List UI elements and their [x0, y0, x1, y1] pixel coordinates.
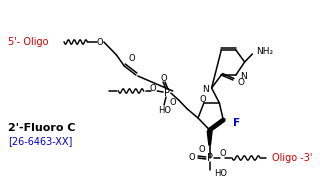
Text: N: N: [240, 71, 246, 80]
Text: P: P: [164, 88, 170, 98]
Text: [26-6463-XX]: [26-6463-XX]: [8, 136, 72, 146]
Text: O: O: [238, 78, 245, 87]
Text: O: O: [161, 73, 167, 82]
Text: F: F: [233, 118, 240, 128]
Text: 2'-Fluoro C: 2'-Fluoro C: [8, 123, 75, 133]
Text: O: O: [97, 37, 103, 46]
Text: O: O: [198, 145, 205, 154]
Text: O: O: [169, 98, 176, 107]
Text: O: O: [149, 84, 156, 93]
Text: Oligo -3': Oligo -3': [272, 153, 312, 163]
Text: HO: HO: [158, 105, 172, 114]
Text: NH₂: NH₂: [256, 46, 273, 55]
Text: O: O: [220, 150, 227, 159]
Text: N: N: [202, 84, 209, 93]
Text: HO: HO: [214, 170, 228, 179]
Text: O: O: [129, 53, 135, 62]
Text: O: O: [200, 94, 206, 103]
Text: O: O: [188, 152, 195, 161]
Text: 5'- Oligo: 5'- Oligo: [8, 37, 48, 47]
Polygon shape: [207, 131, 212, 145]
Text: P: P: [207, 153, 213, 163]
